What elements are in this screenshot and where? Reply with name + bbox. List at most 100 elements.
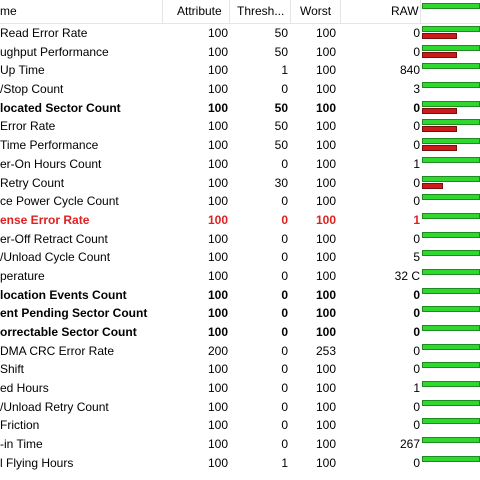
attribute-name: ughput Performance <box>0 44 109 59</box>
threshold-value: 0 <box>281 287 288 302</box>
raw-value: 0 <box>413 194 420 209</box>
threshold-value: 0 <box>281 325 288 339</box>
attribute-row[interactable]: /Unload Cycle Count 100 0 100 5 <box>0 248 480 267</box>
attribute-name: perature <box>0 268 45 283</box>
raw-value: 0 <box>413 26 420 40</box>
health-bar-green <box>422 156 480 163</box>
threshold-value: 50 <box>274 119 288 134</box>
raw-value: 0 <box>413 455 420 470</box>
attribute-row[interactable]: Shift 100 0 100 0 <box>0 360 480 379</box>
column-divider[interactable] <box>290 0 291 23</box>
column-divider[interactable] <box>420 0 421 23</box>
attribute-row[interactable]: /Unload Retry Count 100 0 100 0 <box>0 398 480 417</box>
attribute-row[interactable]: er-On Hours Count 100 0 100 1 <box>0 155 480 174</box>
attribute-row[interactable]: orrectable Sector Count 100 0 100 0 <box>0 323 480 342</box>
attribute-row[interactable]: Up Time 100 1 100 840 <box>0 61 480 80</box>
attribute-value: 100 <box>207 250 228 265</box>
raw-value: 0 <box>413 343 420 358</box>
attribute-row[interactable]: location Events Count 100 0 100 0 <box>0 286 480 305</box>
health-bar-green <box>422 418 480 425</box>
attribute-row[interactable]: ce Power Cycle Count 100 0 100 0 <box>0 192 480 211</box>
column-divider[interactable] <box>340 0 341 23</box>
worst-value: 100 <box>315 175 336 190</box>
worst-value: 100 <box>315 138 336 153</box>
attribute-name: DMA CRC Error Rate <box>0 343 115 358</box>
attribute-row[interactable]: ughput Performance 100 50 100 0 <box>0 43 480 62</box>
attribute-row[interactable]: ense Error Rate 100 0 100 1 <box>0 211 480 230</box>
health-bar-green <box>422 119 480 126</box>
worst-value: 100 <box>315 231 336 246</box>
attribute-value: 100 <box>207 437 228 452</box>
raw-value: 0 <box>413 100 420 115</box>
raw-value: 1 <box>413 212 420 227</box>
raw-value: 0 <box>413 362 420 377</box>
health-bar-green <box>422 82 480 89</box>
attribute-value: 100 <box>207 63 228 78</box>
raw-value: 0 <box>413 287 420 302</box>
column-header-name[interactable]: me <box>0 4 17 18</box>
worst-value: 100 <box>315 418 336 433</box>
raw-value: 0 <box>413 418 420 433</box>
attribute-row[interactable]: l Flying Hours 100 1 100 0 <box>0 454 480 473</box>
attribute-value: 100 <box>207 231 228 246</box>
raw-value: 0 <box>413 119 420 134</box>
attribute-row[interactable]: perature 100 0 100 32 C <box>0 267 480 286</box>
threshold-value: 30 <box>274 175 288 190</box>
attribute-name: er-Off Retract Count <box>0 231 108 246</box>
worst-value: 100 <box>315 250 336 265</box>
health-bar-green <box>422 268 480 275</box>
attribute-row[interactable]: Error Rate 100 50 100 0 <box>0 117 480 136</box>
raw-value: 0 <box>413 399 420 414</box>
threshold-value: 1 <box>281 455 288 470</box>
threshold-value: 0 <box>281 399 288 414</box>
column-header-raw[interactable]: RAW <box>391 4 419 18</box>
attribute-row[interactable]: Read Error Rate 100 50 100 0 <box>0 24 480 43</box>
worst-value: 100 <box>315 82 336 97</box>
attribute-name: orrectable Sector Count <box>0 325 137 339</box>
threshold-value: 1 <box>281 63 288 78</box>
health-bar-green <box>422 306 480 313</box>
attribute-value: 100 <box>207 26 228 40</box>
attribute-value: 100 <box>207 287 228 302</box>
column-divider[interactable] <box>162 0 163 23</box>
attribute-row[interactable]: Retry Count 100 30 100 0 <box>0 174 480 193</box>
worst-value: 100 <box>315 287 336 302</box>
attribute-row[interactable]: -in Time 100 0 100 267 <box>0 435 480 454</box>
attribute-row[interactable]: er-Off Retract Count 100 0 100 0 <box>0 230 480 249</box>
threshold-value: 0 <box>281 343 288 358</box>
raw-value: 5 <box>413 250 420 265</box>
worst-value: 100 <box>315 212 336 227</box>
health-bar-red <box>422 145 457 152</box>
health-bar-red <box>422 33 457 39</box>
attribute-name: ense Error Rate <box>0 212 90 227</box>
column-header-attribute[interactable]: Attribute <box>177 4 222 18</box>
health-bar-green <box>422 100 480 107</box>
attribute-row[interactable]: /Stop Count 100 0 100 3 <box>0 80 480 99</box>
raw-value: 3 <box>413 82 420 97</box>
attribute-value: 100 <box>207 362 228 377</box>
worst-value: 100 <box>315 306 336 321</box>
attribute-value: 100 <box>207 381 228 396</box>
worst-value: 100 <box>315 455 336 470</box>
column-header-threshold[interactable]: Thresh... <box>237 4 285 18</box>
threshold-value: 0 <box>281 418 288 433</box>
raw-value: 0 <box>413 138 420 153</box>
health-bar-green <box>422 63 480 70</box>
attribute-row[interactable]: ed Hours 100 0 100 1 <box>0 379 480 398</box>
attribute-row[interactable]: Time Performance 100 50 100 0 <box>0 136 480 155</box>
attribute-row[interactable]: DMA CRC Error Rate 200 0 253 0 <box>0 342 480 361</box>
attribute-row[interactable]: ent Pending Sector Count 100 0 100 0 <box>0 304 480 323</box>
attribute-row[interactable]: Friction 100 0 100 0 <box>0 416 480 435</box>
attribute-row[interactable]: located Sector Count 100 50 100 0 <box>0 99 480 118</box>
raw-value: 840 <box>399 63 420 78</box>
attribute-value: 100 <box>207 399 228 414</box>
smart-attribute-list[interactable]: Read Error Rate 100 50 100 0 ughput Performan… <box>0 24 480 473</box>
threshold-value: 0 <box>281 82 288 97</box>
threshold-value: 0 <box>281 381 288 396</box>
threshold-value: 0 <box>281 250 288 265</box>
column-divider[interactable] <box>229 0 230 23</box>
column-header-worst[interactable]: Worst <box>300 4 332 18</box>
threshold-value: 0 <box>281 212 288 227</box>
worst-value: 100 <box>315 325 336 339</box>
attribute-name: Up Time <box>0 63 45 78</box>
